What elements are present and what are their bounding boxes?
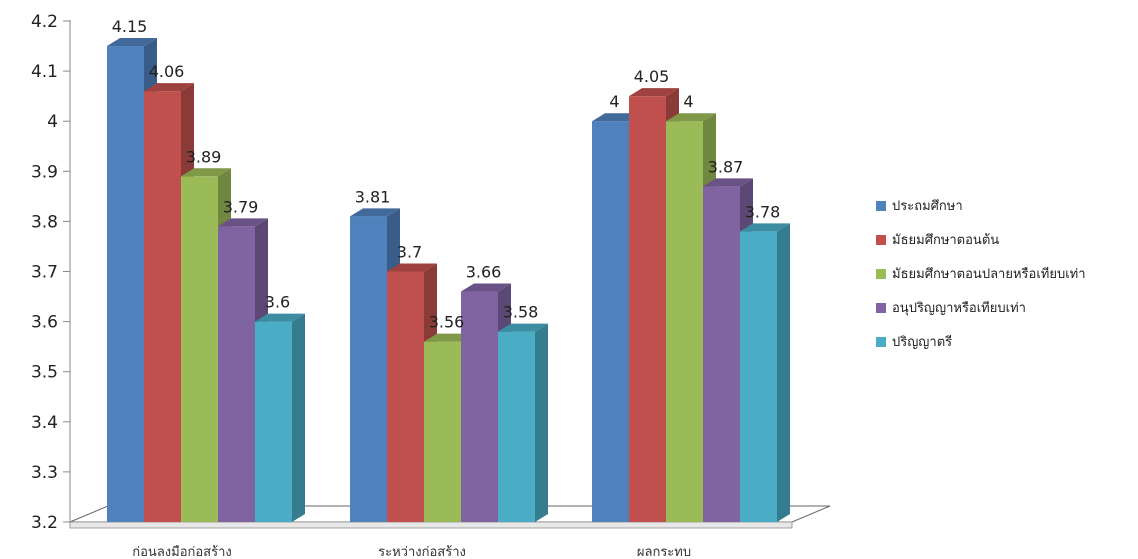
legend-label: ปริญญาตรี <box>892 335 953 350</box>
data-label: 3.6 <box>265 293 290 312</box>
bar-top <box>144 83 194 92</box>
data-label: 3.56 <box>429 313 465 332</box>
x-category-label: ผลกระทบ <box>637 545 691 559</box>
bar-front <box>144 91 181 522</box>
legend-swatch <box>876 302 886 313</box>
bar-top <box>498 323 548 332</box>
bar-front <box>255 321 292 522</box>
x-category-label: ระหว่างก่อสร้าง <box>378 545 466 559</box>
legend-label: อนุปริญญาหรือเทียบเท่า <box>892 301 1026 316</box>
data-label: 3.7 <box>397 243 422 262</box>
bar-front <box>740 231 777 523</box>
bar-front <box>424 341 461 522</box>
bar-side <box>292 313 305 522</box>
y-tick-label: 3.6 <box>31 313 58 333</box>
y-tick-label: 3.7 <box>31 263 58 283</box>
bar <box>740 223 790 523</box>
legend-swatch <box>876 200 886 211</box>
legend-swatch <box>876 268 886 279</box>
y-tick-label: 3.9 <box>31 162 58 182</box>
bar-front <box>666 121 703 522</box>
data-label: 4 <box>609 92 619 111</box>
bar <box>498 323 548 522</box>
legend-item: อนุปริญญาหรือเทียบเท่า <box>876 298 1086 317</box>
data-label: 4.15 <box>112 17 148 36</box>
bar-front <box>592 121 629 522</box>
y-tick-label: 3.5 <box>31 363 58 383</box>
data-label: 3.66 <box>466 263 502 282</box>
legend-swatch <box>876 336 886 347</box>
bar-front <box>218 226 255 522</box>
bar-top <box>666 113 716 122</box>
y-tick-label: 3.3 <box>31 463 58 483</box>
data-label: 4.05 <box>634 67 670 86</box>
bar-front <box>629 96 666 523</box>
bar-front <box>703 186 740 522</box>
bar-top <box>703 178 753 187</box>
legend-item: มัธยมศึกษาตอนต้น <box>876 230 1086 249</box>
chart-floor-edge <box>69 521 793 529</box>
legend-label: ประถมศึกษา <box>892 199 963 214</box>
bar-side <box>535 323 548 522</box>
bar-top <box>387 263 437 272</box>
y-tick-label: 3.4 <box>31 413 58 433</box>
bar-top <box>181 168 231 177</box>
legend: ประถมศึกษามัธยมศึกษาตอนต้นมัธยมศึกษาตอนป… <box>876 196 1086 366</box>
bar-front <box>107 46 144 523</box>
bar-top <box>740 223 790 232</box>
legend-item: ประถมศึกษา <box>876 196 1086 215</box>
data-label: 3.87 <box>708 157 744 176</box>
bar <box>255 313 305 522</box>
bar-front <box>387 271 424 522</box>
legend-item: มัธยมศึกษาตอนปลายหรือเทียบเท่า <box>876 264 1086 283</box>
legend-swatch <box>876 234 886 245</box>
data-label: 3.78 <box>745 202 781 221</box>
legend-item: ปริญญาตรี <box>876 332 1086 351</box>
y-tick-label: 4.2 <box>31 12 58 32</box>
bar-top <box>350 208 400 217</box>
y-tick-label: 3.2 <box>31 513 58 533</box>
data-label: 3.58 <box>503 303 539 322</box>
data-label: 4 <box>683 92 693 111</box>
bar-top <box>107 38 157 47</box>
bar-top <box>255 313 305 322</box>
bar-top <box>629 88 679 97</box>
data-label: 4.06 <box>149 62 185 81</box>
legend-label: มัธยมศึกษาตอนต้น <box>892 233 1000 248</box>
legend-label: มัธยมศึกษาตอนปลายหรือเทียบเท่า <box>892 267 1086 282</box>
data-label: 3.79 <box>223 197 259 216</box>
data-label: 3.89 <box>186 147 222 166</box>
bar-side <box>777 223 790 523</box>
y-tick-label: 4 <box>47 112 58 132</box>
bar-front <box>498 331 535 522</box>
y-tick-label: 4.1 <box>31 62 58 82</box>
bar-front <box>461 291 498 522</box>
data-label: 3.81 <box>355 187 391 206</box>
bar-top <box>218 218 268 227</box>
bar-front <box>181 176 218 522</box>
bar-top <box>461 283 511 292</box>
x-category-label: ก่อนลงมือก่อสร้าง <box>132 544 232 559</box>
y-tick-label: 3.8 <box>31 212 58 232</box>
bar-front <box>350 216 387 522</box>
